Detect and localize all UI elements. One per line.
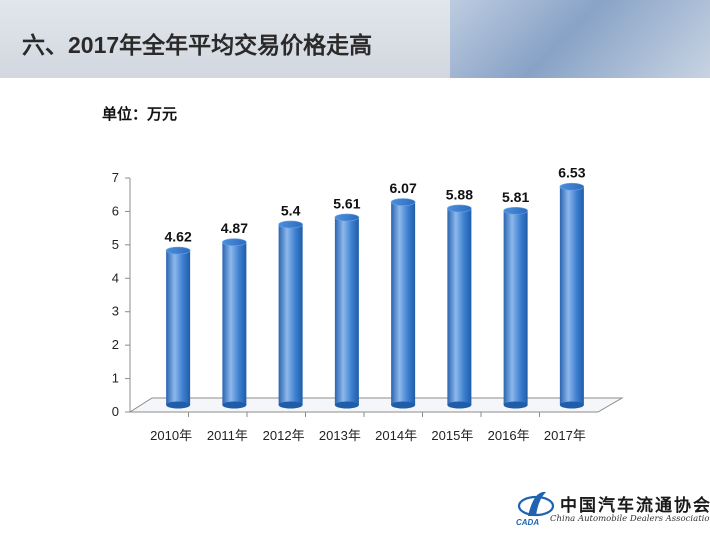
y-tick-label: 4 — [112, 270, 119, 285]
bar — [222, 238, 247, 409]
bar — [447, 204, 472, 409]
chart-bars — [165, 182, 585, 409]
data-label: 5.61 — [333, 195, 360, 211]
y-tick-label: 7 — [112, 170, 119, 185]
bar — [334, 213, 360, 409]
bar-base — [222, 401, 247, 409]
y-tick-label: 6 — [112, 203, 119, 218]
logo-emblem-icon — [517, 491, 555, 517]
data-label: 4.87 — [221, 220, 248, 236]
slide-header: 六、2017年全年平均交易价格走高 — [0, 0, 710, 78]
bar-top — [447, 204, 472, 213]
bar-base — [447, 401, 472, 409]
logo-name-cn: 中国汽车流通协会 — [560, 496, 710, 516]
x-tick-label: 2010年 — [150, 428, 192, 443]
bar-body — [334, 217, 359, 405]
y-tick-label: 3 — [112, 304, 119, 319]
data-label: 6.07 — [390, 180, 417, 196]
logo-abbr: CADA — [516, 518, 540, 527]
x-tick-label: 2012年 — [263, 428, 305, 443]
bar-body — [503, 210, 528, 405]
bar-base — [278, 401, 303, 409]
x-tick-label: 2011年 — [207, 428, 248, 443]
bar-base — [166, 401, 191, 409]
bar-body — [222, 242, 247, 405]
bar-body — [559, 186, 584, 405]
x-tick-label: 2013年 — [319, 428, 361, 443]
bar — [165, 246, 191, 409]
data-label: 5.4 — [281, 202, 301, 218]
chart-axes — [125, 177, 624, 417]
bar-body — [447, 208, 472, 405]
bar-top — [165, 246, 191, 255]
bar — [503, 206, 528, 409]
slide-title: 六、2017年全年平均交易价格走高 — [22, 32, 373, 58]
y-tick-label: 1 — [112, 371, 119, 386]
y-tick-label: 0 — [112, 404, 119, 419]
y-tick-label: 2 — [112, 337, 119, 352]
y-tick-label: 5 — [112, 237, 119, 252]
bar-body — [278, 224, 303, 405]
chart-floor — [128, 397, 624, 413]
association-logo: CADA 中国汽车流通协会 China Automobile Dealers A… — [514, 484, 710, 533]
bar-body — [166, 250, 191, 405]
x-tick-label: 2014年 — [375, 428, 417, 443]
header-decoration — [450, 0, 710, 78]
data-label: 5.81 — [502, 189, 529, 205]
bar-top — [334, 213, 360, 222]
bar-top — [559, 182, 585, 191]
data-label: 4.62 — [165, 229, 192, 245]
bar-base — [334, 401, 359, 409]
x-tick-label: 2017年 — [544, 428, 586, 443]
bar-top — [278, 220, 303, 229]
chart-labels: 0 1 2 3 4 5 6 7 4.62 2010年 4.87 2011年 5.4 2012年 5.61 20… — [112, 165, 586, 443]
x-tick-label: 2015年 — [431, 428, 473, 443]
bar-body — [391, 202, 416, 405]
bar-base — [503, 401, 528, 409]
unit-label: 单位：万元 — [102, 106, 178, 123]
bar — [390, 198, 416, 409]
bar-base — [391, 401, 416, 409]
bar — [559, 182, 585, 409]
bar-top — [390, 198, 416, 206]
bar — [278, 220, 303, 409]
logo-name-en: China Automobile Dealers Association — [550, 514, 710, 524]
bar-top — [222, 238, 247, 247]
data-label: 6.53 — [558, 165, 585, 181]
x-tick-label: 2016年 — [488, 428, 530, 443]
data-label: 5.88 — [446, 186, 473, 202]
bar-base — [559, 401, 584, 409]
bar-top — [503, 206, 528, 215]
